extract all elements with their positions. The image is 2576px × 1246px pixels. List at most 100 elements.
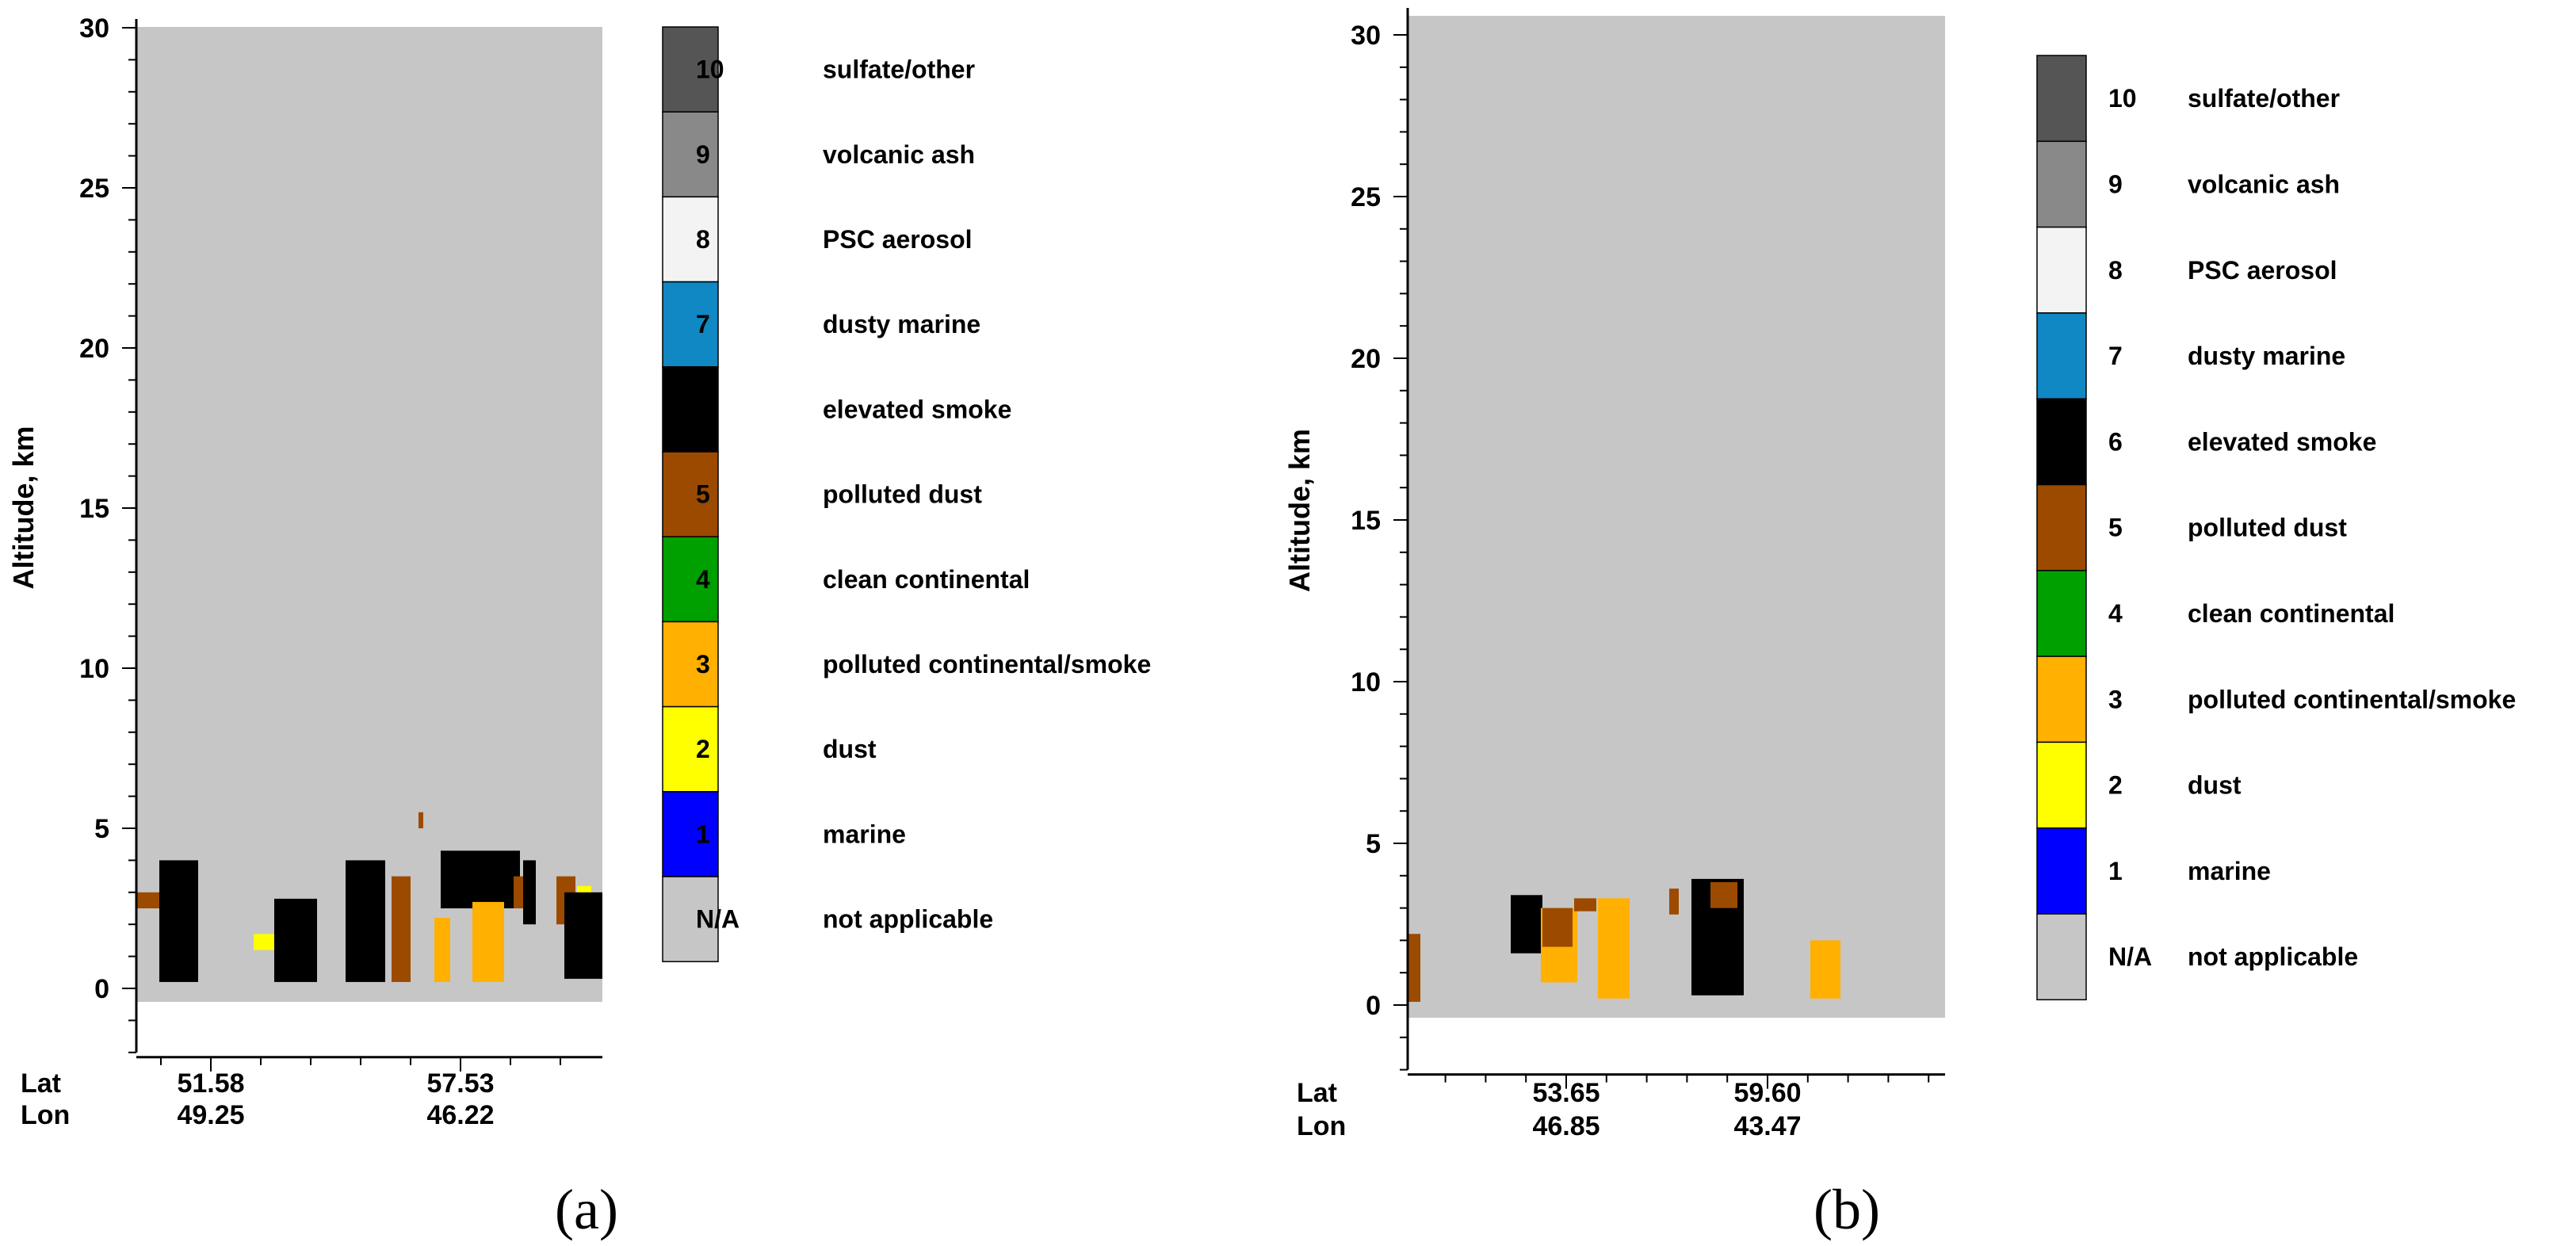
legend-code: 5 [2108,514,2123,542]
legend-code: N/A [696,905,740,934]
legend-swatch [662,111,719,198]
legend-label: elevated smoke [2188,427,2376,456]
feature-class-6 [346,860,385,982]
legend-swatch [662,705,719,793]
y-tick-label: 0 [94,974,109,1004]
legend-label: PSC aerosol [2188,256,2337,285]
plot-background [136,27,602,1002]
legend-code: N/A [2108,942,2152,971]
legend-label: marine [2188,857,2271,885]
legend-swatch [662,791,719,877]
legend-swatch [2036,570,2087,657]
legend-label: marine [823,820,906,848]
legend-label: clean continental [2188,599,2394,628]
legend-label: dusty marine [2188,342,2345,370]
legend-label: dusty marine [823,310,980,338]
legend-code: 10 [696,55,724,84]
feature-class-5 [392,876,411,982]
feature-class-5 [1408,934,1420,1002]
legend-code: 2 [2108,771,2123,800]
feature-class-5 [1710,881,1737,908]
legend-label: volcanic ash [823,140,975,169]
y-axis-label: Altitude, km [1283,429,1316,592]
legend-label: sulfate/other [2188,84,2340,113]
legend-swatch [2036,226,2087,314]
legend-label: polluted continental/smoke [2188,685,2516,713]
legend-label: PSC aerosol [823,225,973,254]
plot-background [1408,16,1945,1018]
legend-swatch [662,26,719,113]
lon-tick-label: 49.25 [177,1100,244,1130]
legend-code: 9 [2108,170,2123,198]
feature-class-5 [1542,908,1573,947]
legend-swatch [2036,483,2087,571]
legend-swatch [662,281,719,368]
legend-label: dust [823,735,877,763]
legend-swatch [662,196,719,283]
legend-code: 2 [696,735,710,763]
lon-tick-label: 43.47 [1733,1111,1801,1141]
legend-label: volcanic ash [2188,170,2340,198]
legend-swatch [662,536,719,623]
legend-label: polluted dust [2188,514,2347,542]
legend-code: 6 [2108,427,2123,456]
y-tick-label: 0 [1366,991,1381,1021]
feature-class-2 [254,934,274,950]
lat-tick-label: 59.60 [1733,1078,1801,1108]
legend-label: dust [2188,771,2242,800]
legend-code: 1 [696,820,710,848]
y-tick-label: 15 [1351,506,1381,536]
lon-row-label: Lon [21,1100,70,1130]
legend-label: clean continental [823,565,1030,594]
legend-swatch [2036,398,2087,486]
y-tick-label: 30 [79,13,109,44]
panel-label: (a) [555,1178,618,1241]
feature-class-5 [1574,898,1596,912]
legend-swatch [662,876,719,962]
legend-swatch [2036,741,2087,829]
legend-code: 6 [696,395,710,423]
feature-class-6 [1511,895,1542,954]
legend-code: 3 [2108,685,2123,713]
legend-swatch [2036,827,2087,915]
feature-class-3 [434,918,450,982]
y-tick-label: 25 [1351,182,1381,212]
legend-label: polluted continental/smoke [823,650,1151,678]
y-tick-label: 20 [1351,344,1381,374]
y-axis-label: Altitude, km [7,426,40,589]
legend-code: 5 [696,480,710,509]
feature-class-5 [1669,889,1679,915]
legend-label: polluted dust [823,480,982,509]
legend-code: 4 [696,565,710,594]
legend-label: elevated smoke [823,395,1011,423]
feature-class-6 [274,898,317,982]
lat-row-label: Lat [1297,1078,1337,1108]
lat-tick-label: 53.65 [1532,1078,1599,1108]
legend-swatch [2036,913,2087,1001]
lon-tick-label: 46.85 [1532,1111,1599,1141]
legend-swatch [2036,655,2087,743]
legend-code: 4 [2108,599,2123,628]
feature-class-3 [472,901,504,982]
legend-swatch [662,451,719,537]
feature-class-6 [159,860,198,982]
legend-code: 8 [2108,256,2123,285]
lat-row-label: Lat [21,1068,61,1099]
lon-tick-label: 46.22 [426,1100,494,1130]
legend-swatch [662,621,719,708]
panel-label: (b) [1814,1178,1880,1241]
feature-class-5 [419,812,423,828]
legend-label: not applicable [2188,942,2358,971]
legend-swatch [2036,55,2087,143]
lat-tick-label: 57.53 [426,1068,494,1099]
y-tick-label: 25 [79,174,109,204]
y-tick-label: 20 [79,334,109,364]
y-tick-label: 5 [1366,829,1381,859]
legend-code: 8 [696,225,710,254]
legend-code: 1 [2108,857,2123,885]
feature-class-3 [1598,898,1630,999]
legend-swatch [2036,140,2087,228]
legend-code: 7 [2108,342,2123,370]
